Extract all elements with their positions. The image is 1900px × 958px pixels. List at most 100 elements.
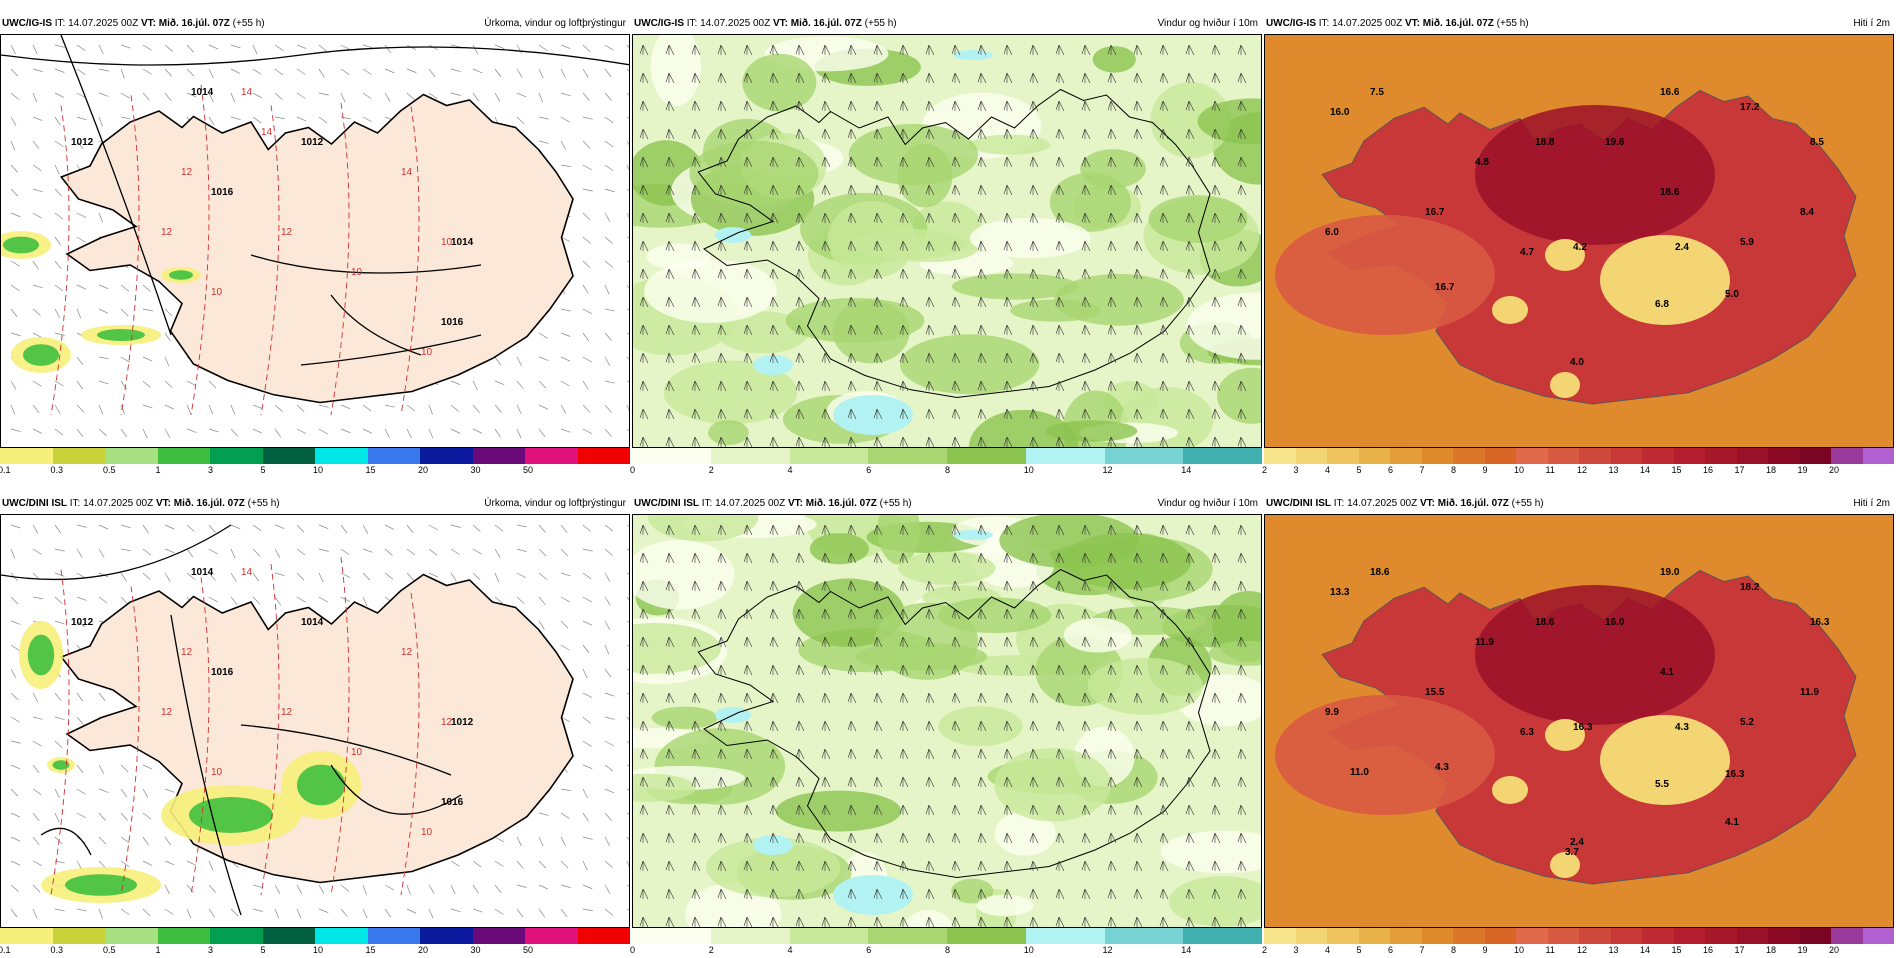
wind-arrow xyxy=(691,552,701,564)
wind-barb xyxy=(76,308,82,319)
wind-arrow xyxy=(1107,128,1117,140)
wind-barb xyxy=(120,812,128,821)
wind-arrow xyxy=(1029,156,1039,168)
wind-barb xyxy=(582,548,593,552)
colorbar-tick: 4 xyxy=(787,945,793,955)
wind-barb xyxy=(604,116,614,124)
wind-barb xyxy=(560,116,570,123)
valid-time: VT: Mið. 16.júl. 07Z xyxy=(140,18,230,29)
wind-arrow xyxy=(1185,832,1195,844)
colorbar-ticks: 2 3 4 5 6 7 8 9 10 11 12 13 14 15 16 17 18 19 20 xyxy=(1262,464,1894,478)
valid-time: VT: Mið. 16.júl. 07Z xyxy=(787,498,877,509)
wind-arrow xyxy=(1055,636,1065,648)
wind-arrow xyxy=(1211,352,1221,364)
wind-barb xyxy=(252,524,262,532)
wind-arrow xyxy=(847,888,857,900)
wind-barb xyxy=(626,428,629,432)
wind-barb xyxy=(32,68,43,72)
wind-barb xyxy=(604,812,612,821)
wind-arrow xyxy=(717,296,727,308)
wind-arrow xyxy=(795,268,805,280)
wind-arrow xyxy=(665,240,675,252)
wind-barb xyxy=(604,260,613,268)
wind-barb xyxy=(318,404,329,408)
isobar xyxy=(1,524,232,581)
wind-arrow xyxy=(1237,296,1247,308)
wind-arrow xyxy=(1211,720,1221,732)
temperature-label: 5.2 xyxy=(1740,717,1754,728)
colorbar-tick: 17 xyxy=(1734,465,1745,475)
wind-arrow xyxy=(665,608,675,620)
wind-barb xyxy=(164,308,173,317)
wind-arrow xyxy=(1185,552,1195,564)
wind-barb xyxy=(362,524,369,534)
wind-arrow xyxy=(743,352,753,364)
wind-barb xyxy=(516,356,522,367)
wind-barb xyxy=(450,428,461,434)
wind-arrow xyxy=(821,268,831,280)
wind-barb xyxy=(428,572,439,578)
wind-barb xyxy=(32,116,43,121)
temperature-label: 16.3 xyxy=(1573,722,1593,733)
wind-arrow xyxy=(1107,296,1117,308)
wind-barb xyxy=(296,44,307,49)
wind-barb xyxy=(76,692,84,702)
wind-barb xyxy=(604,188,615,193)
wind-barb xyxy=(626,692,629,695)
wind-arrow xyxy=(1055,380,1065,392)
wind-barb xyxy=(186,572,195,580)
wind-arrow xyxy=(951,44,961,56)
wind-arrow xyxy=(1055,804,1065,816)
wind-barb xyxy=(230,116,241,121)
wind-barb xyxy=(494,428,501,438)
wind-arrow xyxy=(743,324,753,336)
wind-barb xyxy=(560,620,569,629)
wind-arrow xyxy=(1003,100,1013,112)
wind-barb xyxy=(274,572,285,577)
wind-barb xyxy=(274,884,281,894)
wind-arrow xyxy=(873,524,883,536)
wind-barb xyxy=(208,548,218,555)
wind-arrow xyxy=(639,804,649,816)
wind-arrow xyxy=(925,664,935,676)
colorbar-tick: 2 xyxy=(708,945,714,955)
colorbar-tick: 10 xyxy=(1023,945,1034,955)
wind-barb xyxy=(626,788,629,791)
wind-barb xyxy=(428,908,434,919)
wind-arrow xyxy=(925,100,935,112)
panel-header: UWC/DINI ISL IT: 14.07.2025 00Z VT: Mið.… xyxy=(0,494,630,514)
valid-time: VT: Mið. 16.júl. 07Z xyxy=(1404,18,1494,29)
wind-arrow xyxy=(847,524,857,536)
temperature-label: 16.3 xyxy=(1725,769,1745,780)
wind-arrow xyxy=(847,352,857,364)
wind-arrow xyxy=(1237,916,1247,927)
wind-arrow xyxy=(1055,832,1065,844)
wind-arrow xyxy=(795,776,805,788)
wind-arrow xyxy=(1133,408,1143,420)
wind-barb xyxy=(626,92,629,96)
wind-arrow xyxy=(691,436,701,447)
wind-barb xyxy=(32,548,42,555)
wind-speed-area xyxy=(633,622,721,674)
wind-speed-area xyxy=(809,533,869,565)
map-value-label: 10 xyxy=(211,767,223,778)
temperature-label: 6.3 xyxy=(1520,727,1534,738)
wind-barb xyxy=(274,68,284,76)
wind-barb xyxy=(604,356,611,366)
colorbar-swatch xyxy=(1736,928,1768,944)
map-precip: 1014 1012 1014 1016 1012 1016 14 12 12 12 10 10 12 10… xyxy=(0,514,630,928)
map-value-label: 12 xyxy=(161,707,173,718)
wind-arrow xyxy=(1133,748,1143,760)
wind-speed-area xyxy=(848,123,979,186)
wind-arrow xyxy=(1055,100,1065,112)
wind-arrow xyxy=(795,720,805,732)
temperature-label: 4.0 xyxy=(1570,357,1584,368)
wind-barb xyxy=(582,380,589,390)
wind-arrow xyxy=(1081,888,1091,900)
wind-barb xyxy=(208,92,214,103)
panel-header: UWC/DINI ISL IT: 14.07.2025 00Z VT: Mið.… xyxy=(632,494,1262,514)
wind-barb xyxy=(296,596,306,603)
wind-barb xyxy=(120,404,126,415)
wind-arrow xyxy=(1081,916,1091,927)
temperature-label: 6.8 xyxy=(1655,299,1669,310)
